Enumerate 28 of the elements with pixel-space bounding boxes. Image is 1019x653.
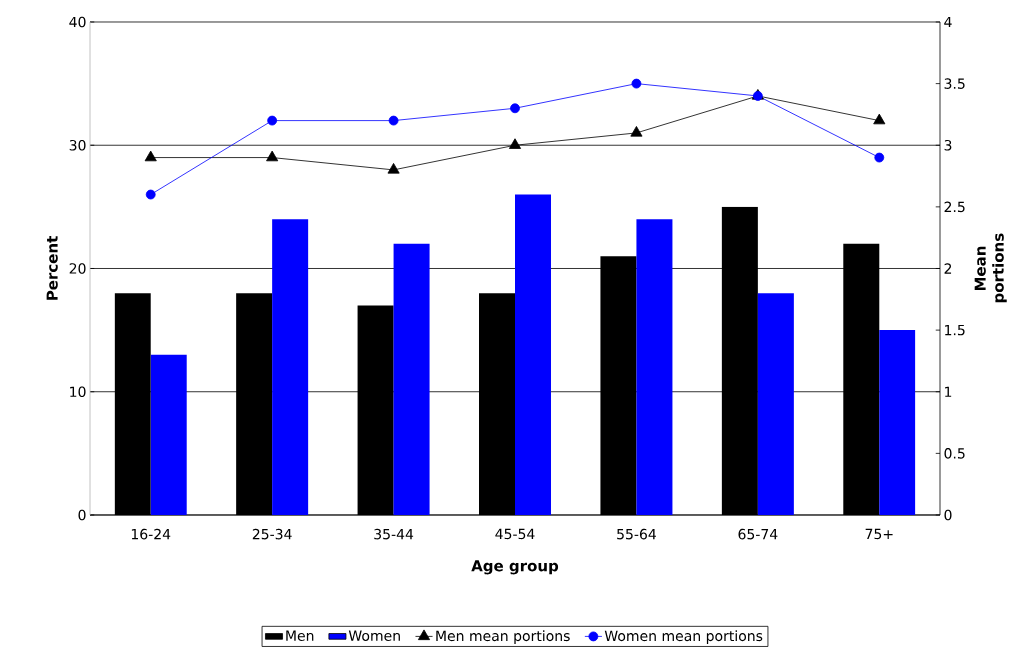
x-tick-label: 25-34 [252, 528, 292, 540]
y-tick-label: 20 [69, 263, 86, 274]
x-axis-title: Age group [471, 560, 559, 575]
y-axis-title: Percent [46, 236, 58, 300]
x-tick-label: 65-74 [738, 528, 778, 540]
y2-tick-label: 1.5 [945, 324, 965, 336]
legend-label: Men [286, 630, 314, 641]
x-tick-label: 45-54 [495, 528, 535, 540]
legend-label: Men mean portions [436, 630, 570, 644]
y-tick-label: 30 [69, 139, 86, 151]
x-tick-label: 75+ [865, 528, 893, 540]
x-tick-label: 16-24 [131, 528, 171, 540]
y-tick-label: 0 [78, 509, 86, 521]
y2-tick-label: 1 [945, 386, 952, 397]
x-tick-label: 55-64 [617, 528, 656, 540]
y2-tick-label: 0 [944, 509, 952, 521]
x-tick-label: 35-44 [374, 528, 414, 540]
y2-tick-label: 3.5 [944, 78, 965, 89]
y2-tick-label: 3 [944, 139, 952, 151]
y2-tick-label: 0.5 [944, 448, 965, 459]
y-tick-label: 10 [70, 386, 86, 398]
legend-label: Women mean portions [604, 630, 763, 644]
legend-label: Women [348, 630, 400, 641]
y2-tick-label: 4 [944, 16, 952, 28]
y2-tick-label: 2 [944, 263, 952, 274]
y2-tick-label: 2.5 [944, 201, 965, 213]
y2-axis-title: Mean portions [974, 233, 1007, 303]
y-tick-label: 40 [69, 16, 86, 28]
